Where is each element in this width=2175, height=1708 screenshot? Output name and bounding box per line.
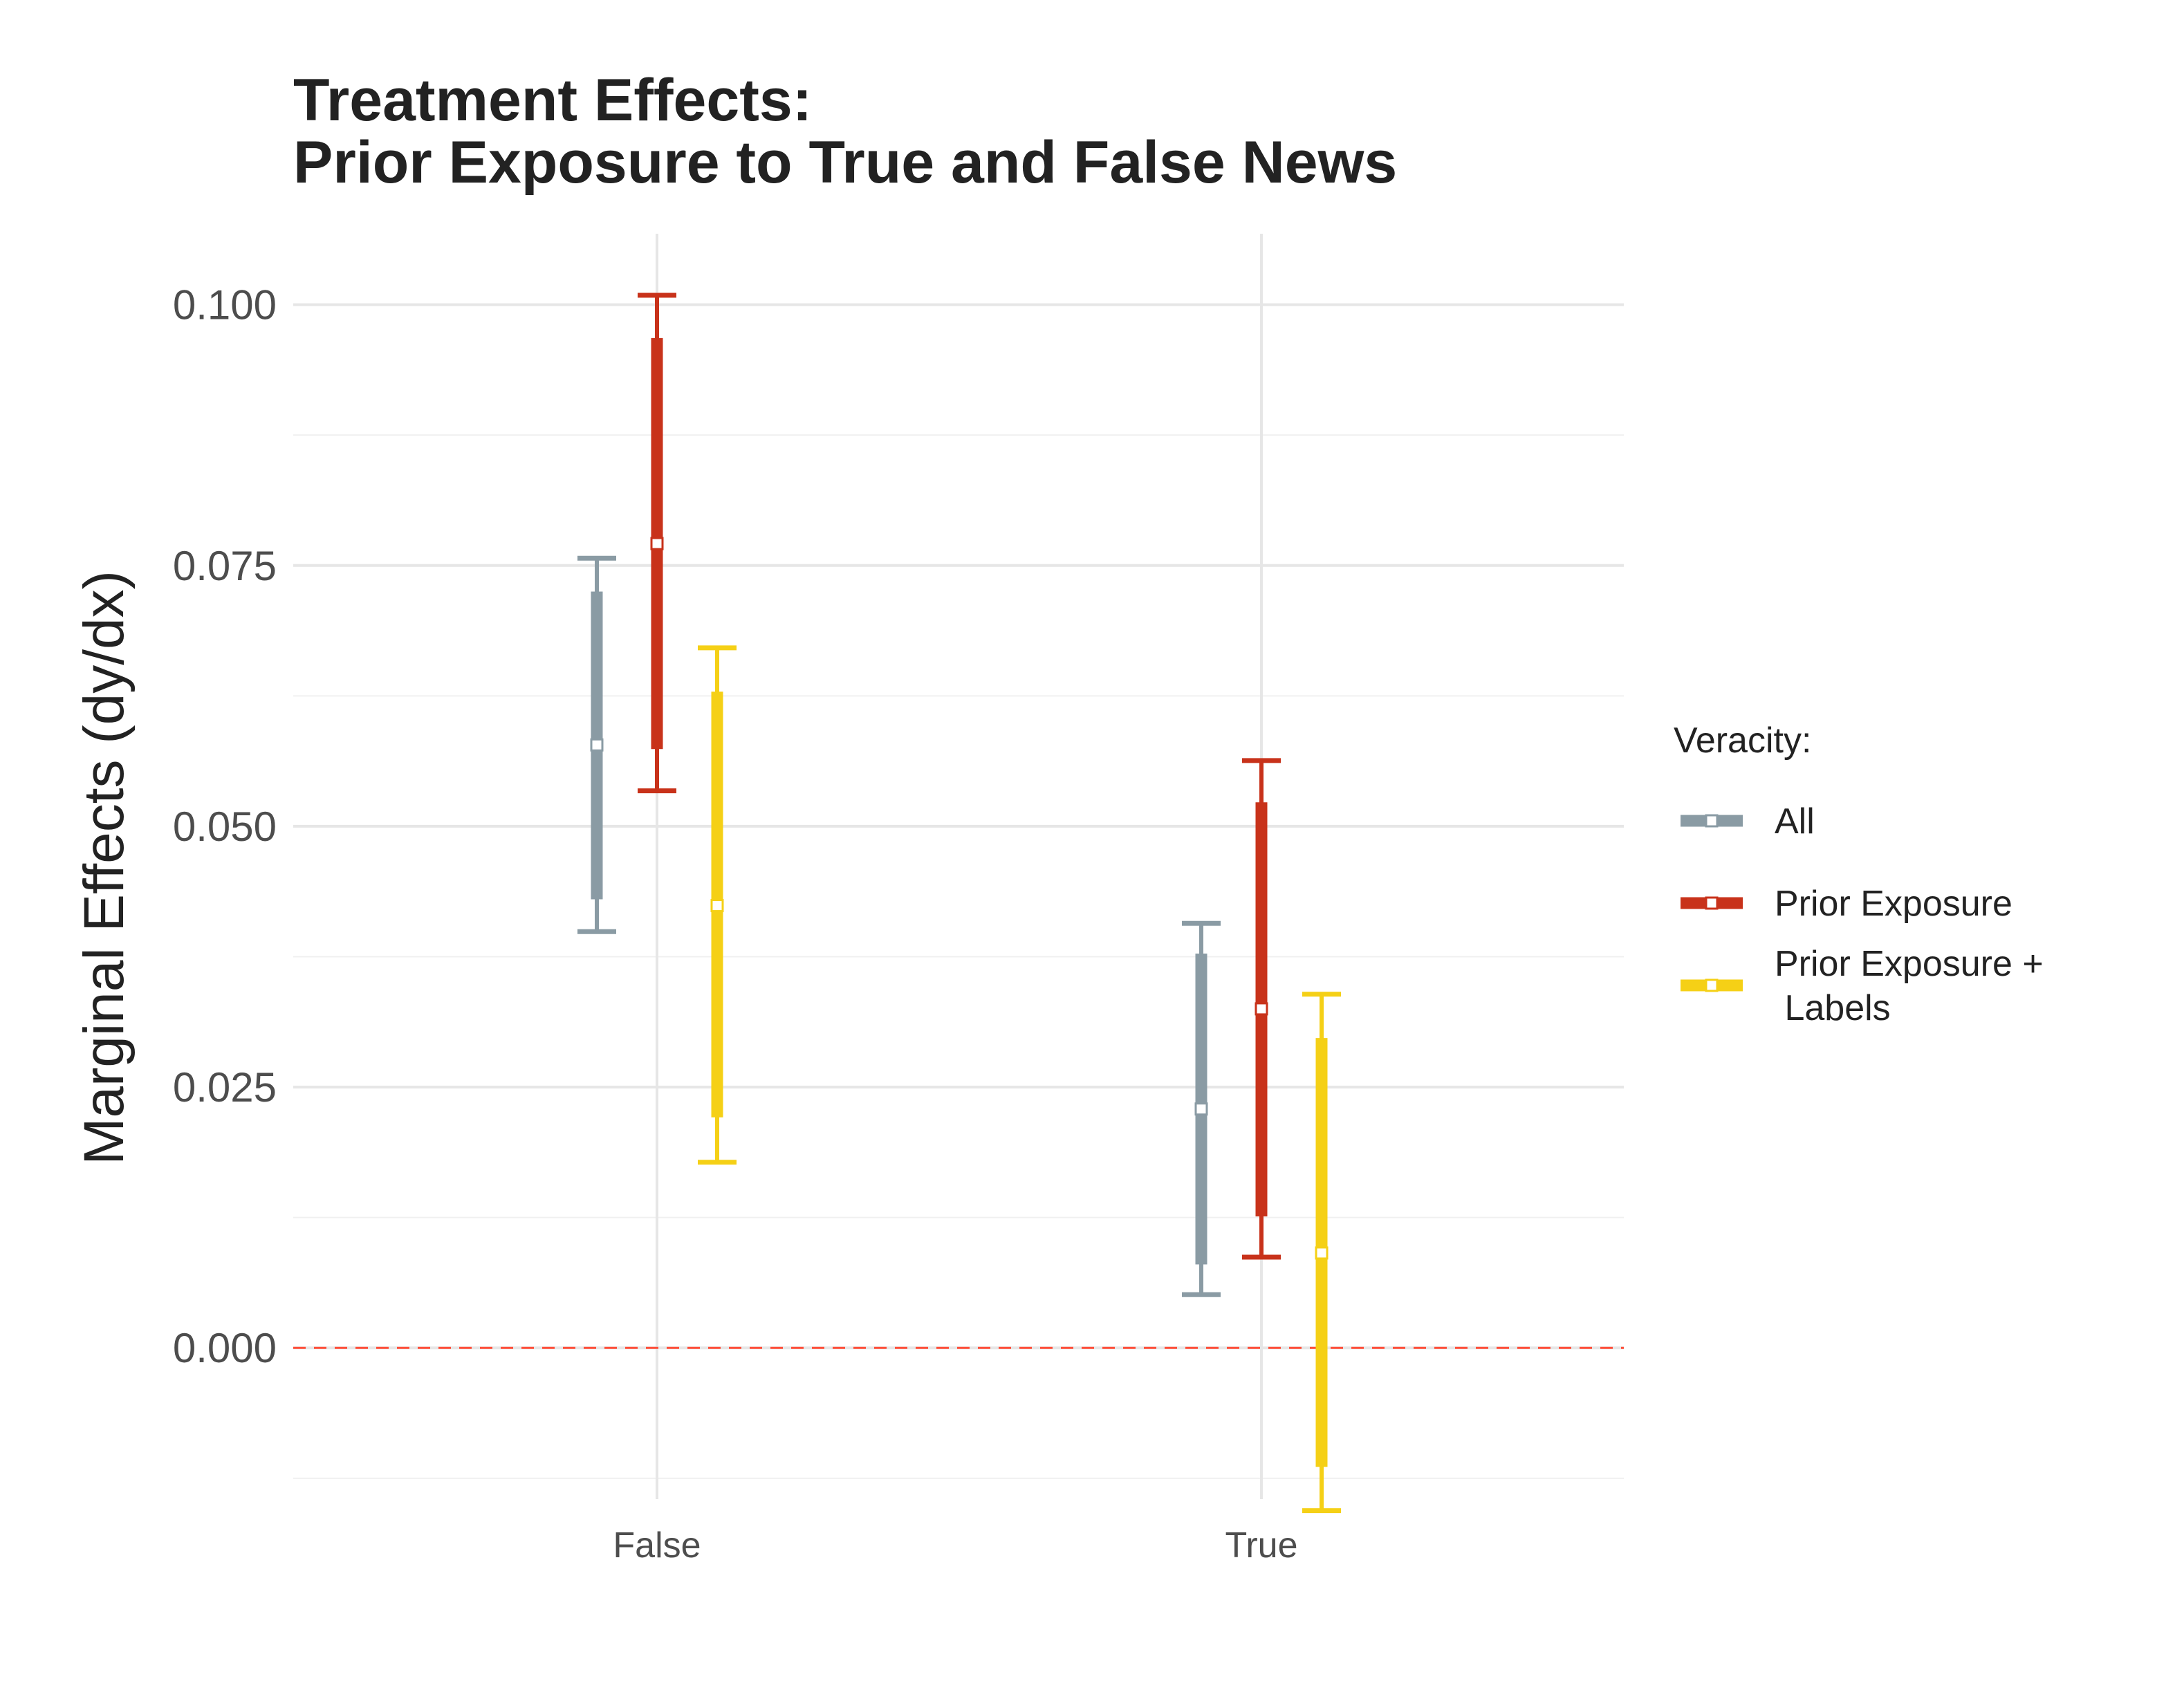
point-estimate: [710, 899, 724, 913]
point-estimate: [590, 738, 604, 752]
legend-key-marker: [1705, 814, 1719, 828]
x-tick-label: True: [1225, 1525, 1298, 1566]
point-estimate: [1194, 1102, 1208, 1116]
legend-label: Prior Exposure: [1775, 884, 2012, 924]
y-tick-label: 0.100: [173, 282, 277, 328]
grid: [293, 234, 1624, 1499]
legend-key-marker: [1705, 896, 1719, 910]
legend: Veracity: All Prior Exposure Prior Exposure…: [1674, 721, 2044, 1028]
chart-title-line-1: Treatment Effects:: [293, 67, 813, 133]
legend-item-0: All: [1681, 801, 1815, 842]
legend-label: All: [1775, 801, 1815, 842]
legend-item-2: Prior Exposure + Labels: [1681, 944, 2044, 1028]
point-estimate: [650, 537, 664, 550]
y-tick-label: 0.000: [173, 1325, 277, 1371]
series-1: [638, 293, 1281, 1260]
series-0: [577, 555, 1221, 1297]
point-estimate: [1255, 1002, 1268, 1016]
series-group: [577, 293, 1341, 1514]
point-estimate: [1315, 1246, 1329, 1260]
x-tick-labels: False True: [613, 1525, 1297, 1566]
chart-title: Treatment Effects: Prior Exposure to Tru…: [293, 69, 1397, 194]
x-tick-label: False: [613, 1525, 701, 1566]
y-tick-labels: 0.000 0.025 0.050 0.075 0.100: [173, 282, 277, 1372]
legend-label: Prior Exposure + Labels: [1775, 944, 2044, 1028]
chart-title-line-2: Prior Exposure to True and False News: [293, 129, 1398, 196]
legend-item-1: Prior Exposure: [1681, 884, 2012, 924]
y-axis-title: Marginal Effects (dy/dx): [73, 570, 136, 1165]
legend-title: Veracity:: [1674, 721, 1811, 761]
series-2: [698, 645, 1341, 1514]
y-tick-label: 0.050: [173, 804, 277, 850]
legend-key-marker: [1705, 978, 1719, 992]
y-tick-label: 0.025: [173, 1064, 277, 1111]
y-tick-label: 0.075: [173, 543, 277, 589]
